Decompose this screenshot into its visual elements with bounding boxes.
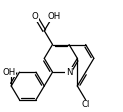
Text: N: N <box>66 68 72 77</box>
Text: O: O <box>32 12 38 21</box>
Text: OH: OH <box>47 12 61 21</box>
Text: Cl: Cl <box>81 100 90 109</box>
Text: OH: OH <box>2 68 16 77</box>
